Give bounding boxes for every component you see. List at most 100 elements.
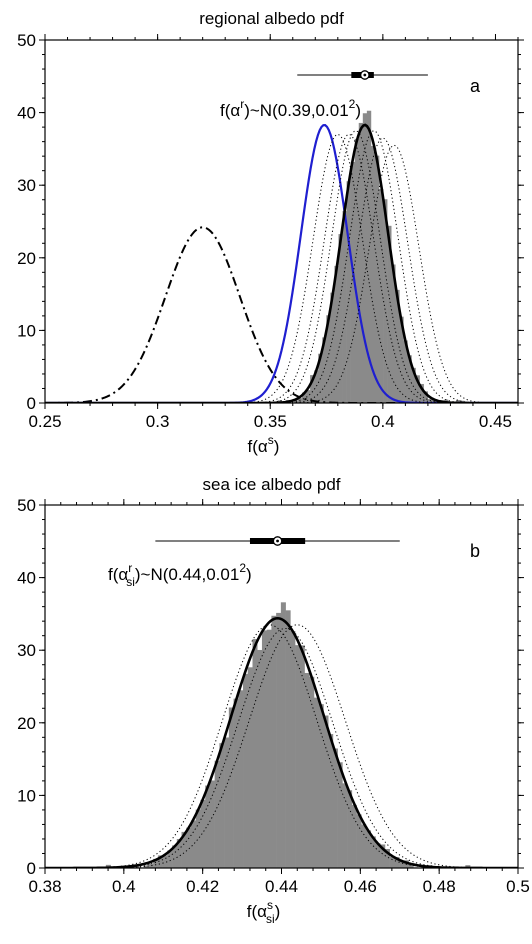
histogram-bar (176, 839, 182, 868)
histogram-bar (387, 225, 392, 403)
plot-area (45, 110, 518, 403)
histogram-bar (252, 639, 258, 868)
histogram-bar (334, 265, 339, 403)
histogram-bar (362, 113, 368, 403)
histogram-bar (314, 370, 319, 403)
histogram-bar (337, 762, 343, 868)
y-tick-label: 40 (17, 569, 36, 588)
histogram-bar (399, 316, 404, 403)
histogram-bar (419, 383, 424, 403)
histogram-bar (309, 676, 315, 868)
y-tick-label: 20 (17, 714, 36, 733)
reference-pdf-curve (45, 123, 518, 403)
annotation-end: ) (246, 565, 252, 584)
histogram-bar (157, 855, 163, 868)
histogram-bar (299, 645, 305, 868)
histogram-bar (261, 630, 267, 868)
annotation-sup: r (128, 561, 132, 575)
dotted-pdf-curve (45, 130, 518, 403)
histogram-bar (219, 743, 225, 868)
x-axis-label-base: f(α (247, 902, 267, 921)
histogram-bar (351, 804, 357, 868)
y-tick-label: 0 (27, 859, 36, 878)
x-axis-label-base: f(α (248, 437, 268, 456)
histogram-bar (370, 836, 376, 868)
histogram-bar (384, 848, 390, 868)
histogram-bar (356, 814, 362, 868)
histogram-bar (374, 155, 380, 403)
histogram-bar (295, 645, 301, 868)
histogram-bar (190, 820, 197, 868)
histogram-bar (228, 707, 234, 868)
histogram-bar (379, 189, 384, 403)
histogram-bar (361, 824, 367, 868)
histogram-bar (338, 234, 343, 403)
x-tick-label: 0.38 (28, 877, 61, 896)
dashdot-pdf-curve (45, 226, 518, 403)
histogram-bar (238, 690, 244, 868)
histogram-bar (383, 199, 388, 403)
dotted-pdf-curve (45, 133, 518, 403)
panel-title: sea ice albedo pdf (203, 475, 341, 494)
annotation-end: ) (355, 101, 361, 120)
histogram-bar (148, 863, 154, 868)
x-axis-label-sup: s (268, 433, 274, 447)
histogram-bar (205, 785, 211, 868)
histogram-bar (403, 340, 408, 403)
histogram-bar (266, 629, 272, 868)
panel-title: regional albedo pdf (199, 9, 344, 28)
histogram-bar (186, 827, 192, 868)
y-tick-label: 50 (17, 496, 36, 515)
histogram-bar (423, 391, 428, 403)
dotted-pdf-curve (45, 130, 518, 403)
x-tick-label: 0.46 (344, 877, 377, 896)
box-plot (297, 70, 428, 80)
histogram-bar (243, 673, 249, 868)
histogram-bar (395, 289, 400, 403)
dotted-pdf-curve (45, 624, 518, 868)
dotted-pdf-curve (45, 137, 518, 403)
x-tick-label: 0.44 (265, 877, 298, 896)
histogram-bar (200, 799, 206, 868)
annotation-post: )~N(0.44,0.01 (135, 565, 239, 584)
blue-pdf-curve (45, 124, 518, 403)
histogram-bar (233, 698, 239, 868)
x-axis-label-close: ) (274, 437, 280, 456)
plot-frame (44, 39, 519, 404)
distribution-annotation: f(αr si)~N(0.44,0.012) (108, 561, 252, 589)
y-tick-label: 20 (17, 249, 36, 268)
histogram-bar (328, 734, 334, 868)
histogram-bar (411, 367, 416, 403)
annotation-sup: r (240, 97, 244, 111)
annotation-sup2: 2 (349, 97, 356, 111)
y-tick-label: 10 (17, 786, 36, 805)
box-plot (155, 536, 400, 546)
histogram-bar (306, 390, 311, 403)
histogram-bar (301, 392, 307, 403)
plot-area (45, 602, 518, 868)
histogram-bar (214, 760, 220, 868)
histogram-bar (318, 704, 324, 868)
histogram-bar (330, 292, 335, 403)
histogram-bar (280, 602, 286, 868)
histogram-bar (408, 864, 414, 868)
box-plot-median-dot (363, 73, 367, 77)
y-tick-label: 10 (17, 321, 36, 340)
histogram-bar (399, 860, 405, 868)
x-axis-label-close: ) (275, 902, 281, 921)
x-tick-label: 0.48 (423, 877, 456, 896)
histogram (105, 602, 471, 868)
histogram-bar (465, 865, 471, 868)
x-tick-label: 0.4 (371, 412, 395, 431)
dotted-pdf-curve (45, 133, 518, 403)
histogram-bar (209, 780, 215, 868)
annotation-pre: f(α (220, 101, 240, 120)
x-axis-label-sup: s (267, 898, 273, 912)
histogram-bar (375, 843, 381, 868)
histogram-bar (310, 375, 315, 403)
histogram-bar (224, 737, 230, 868)
histogram-bar (326, 315, 331, 403)
histogram-bar (285, 610, 291, 868)
histogram-bar (257, 649, 263, 868)
y-tick-label: 0 (27, 394, 36, 413)
